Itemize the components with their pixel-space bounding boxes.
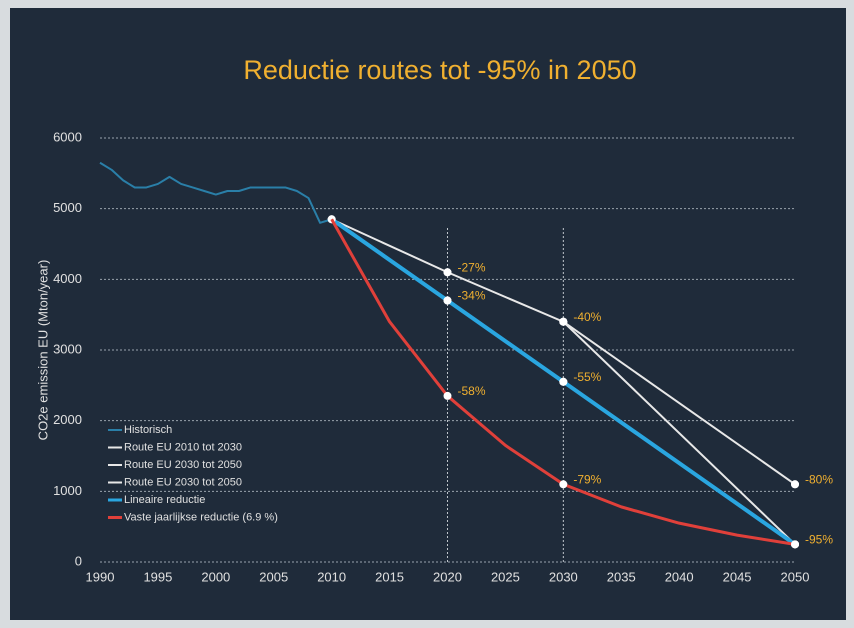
annotation-point [443, 296, 452, 305]
y-tick-label: 5000 [53, 200, 82, 215]
x-tick-label: 1990 [86, 569, 115, 584]
series-line [562, 320, 796, 486]
x-tick-label: 1995 [143, 569, 172, 584]
x-tick-label: 2005 [259, 569, 288, 584]
chart-title: Reductie routes tot -95% in 2050 [243, 55, 636, 85]
background [10, 8, 846, 620]
annotation-point [791, 540, 799, 549]
annotation-point [559, 377, 568, 386]
x-tick-label: 2030 [549, 569, 578, 584]
annotation-point [443, 268, 452, 277]
x-tick-label: 2010 [317, 569, 346, 584]
x-tick-label: 2045 [723, 569, 752, 584]
legend-label: Lineaire reductie [124, 494, 205, 506]
legend-label: Route EU 2030 tot 2050 [124, 476, 242, 488]
x-tick-label: 2015 [375, 569, 404, 584]
y-tick-label: 0 [75, 553, 82, 568]
series-line [330, 217, 797, 546]
annotation-point [559, 480, 568, 489]
annotation: -55% [573, 370, 601, 384]
y-tick-label: 2000 [53, 412, 82, 427]
annotation: -95% [805, 533, 833, 547]
annotation: -80% [805, 472, 833, 486]
x-tick-label: 2050 [781, 569, 810, 584]
series-line [99, 161, 332, 224]
annotation: -34% [458, 289, 486, 303]
x-tick-label: 2025 [491, 569, 520, 584]
annotation-point [791, 480, 799, 489]
x-tick-label: 2020 [433, 569, 462, 584]
y-axis-label: CO2e emission EU (Mton/year) [35, 260, 50, 441]
x-tick-label: 2040 [665, 569, 694, 584]
y-tick-label: 6000 [53, 129, 82, 144]
y-tick-label: 1000 [53, 483, 82, 498]
annotation: -27% [458, 260, 486, 274]
x-tick-label: 2000 [201, 569, 230, 584]
annotation: -79% [573, 472, 601, 486]
legend-label: Historisch [124, 424, 172, 436]
series-line [562, 321, 796, 546]
y-tick-label: 3000 [53, 341, 82, 356]
annotation: -58% [458, 384, 486, 398]
y-tick-label: 4000 [53, 271, 82, 286]
legend-label: Route EU 2030 tot 2050 [124, 459, 242, 471]
annotation-point [559, 317, 568, 326]
annotation-point [443, 391, 452, 400]
annotation: -40% [573, 310, 601, 324]
legend-label: Route EU 2010 tot 2030 [124, 441, 242, 453]
x-tick-label: 2035 [607, 569, 636, 584]
legend-label: Vaste jaarlijkse reductie (6.9 %) [124, 511, 278, 523]
